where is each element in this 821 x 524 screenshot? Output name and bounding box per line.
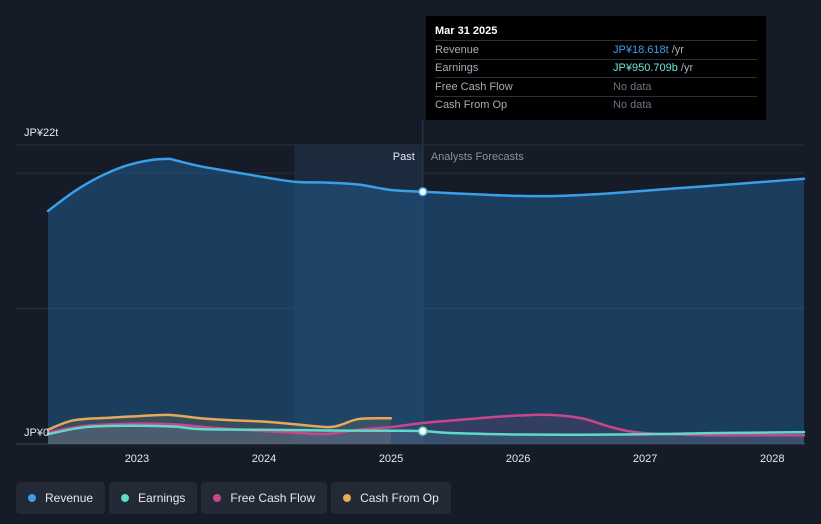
legend-dot-icon [343,494,352,502]
cash-from-op-line [46,413,393,432]
tooltip-value: No data [613,80,652,93]
tooltip-label: Cash From Op [435,99,508,112]
earnings-line [46,424,806,437]
x-tick-label: 2027 [633,453,657,465]
legend-item-revenue[interactable]: Revenue [16,482,106,514]
y-label-top: JP¥22t [24,127,58,139]
axis-labels: JP¥22t JP¥0 2023 2024 2025 2026 2027 2028 Past An… [24,127,784,465]
tooltip-value: JP¥950.709b [613,62,678,75]
legend-dot-icon [121,494,130,502]
legend-label: Revenue [45,491,94,505]
legend-item-cash-from-op[interactable]: Cash From Op [331,482,451,514]
x-tick-label: 2028 [760,453,784,465]
tooltip-label: Earnings [435,62,479,75]
tooltip-unit: /yr [680,62,694,75]
legend-label: Earnings [138,491,186,505]
tooltip-label: Free Cash Flow [435,80,513,93]
tooltip-value: No data [613,99,652,112]
x-tick-label: 2026 [506,453,530,465]
legend-dot-icon [28,494,36,502]
x-tick-label: 2025 [379,453,403,465]
legend-item-free-cash-flow[interactable]: Free Cash Flow [201,482,328,514]
legend-item-earnings[interactable]: Earnings [109,482,198,514]
tooltip: Mar 31 2025 Revenue JP¥18.618t /yr Earni… [426,16,766,120]
legend-label: Free Cash Flow [230,491,316,505]
free-cash-flow-line [46,413,806,437]
legend-label: Cash From Op [360,491,439,505]
tooltip-label: Revenue [435,43,480,56]
past-label: Past [393,151,415,163]
forecast-label: Analysts Forecasts [431,151,524,163]
x-tick-label: 2023 [125,453,149,465]
revenue-marker [418,187,428,197]
tooltip-row-earnings: Earnings JP¥950.709b /yr [435,58,757,78]
series-lines [46,157,806,437]
legend: Revenue Earnings Free Cash Flow Cash Fro… [16,482,451,514]
tooltip-row-revenue: Revenue JP¥18.618t /yr [435,40,757,59]
x-tick-label: 2024 [252,453,276,465]
tooltip-date: Mar 31 2025 [435,25,498,37]
legend-dot-icon [213,494,222,502]
tooltip-unit: /yr [671,43,684,56]
tooltip-row-fcf: Free Cash Flow No data [435,77,757,96]
tooltip-value: JP¥18.618t [613,43,669,56]
revenue-area [48,158,804,445]
y-label-bottom: JP¥0 [24,427,49,439]
earnings-marker [418,426,428,436]
series-areas [48,158,804,445]
revenue-line [46,157,806,213]
tooltip-row-cfo: Cash From Op No data [435,95,757,115]
